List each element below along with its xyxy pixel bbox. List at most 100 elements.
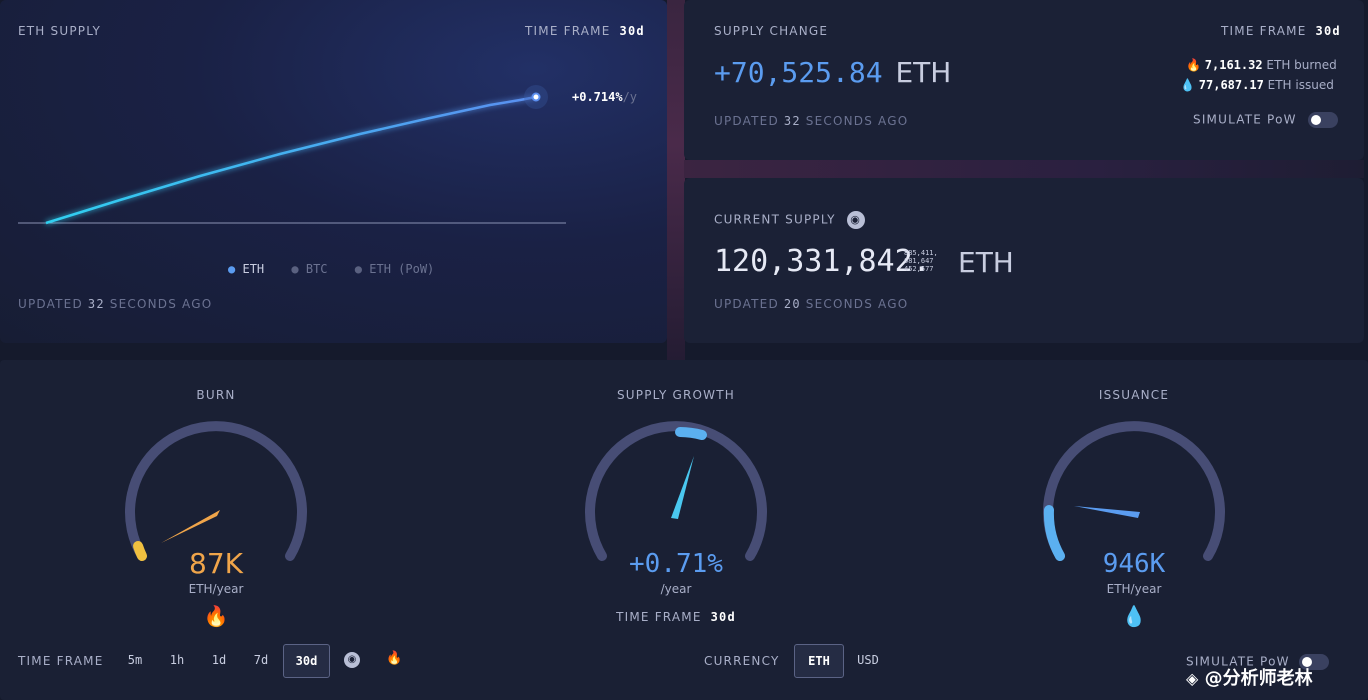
- supply-change-amount: +70,525.84 ETH: [714, 56, 951, 89]
- simulate-pow-toggle[interactable]: [1298, 654, 1329, 670]
- updated-value: 32: [87, 297, 105, 311]
- growth-gauge-needle: [671, 456, 694, 519]
- growth-gauge-fill: [675, 427, 707, 440]
- burn-gauge-needle: [161, 510, 220, 543]
- supply-change-panel: SUPPLY CHANGE TIME FRAME 30d +70,525.84 …: [684, 0, 1364, 160]
- timeframe-value: 30d: [619, 24, 645, 38]
- updated-prefix: UPDATED: [18, 297, 83, 311]
- updated-suffix: SECONDS AGO: [805, 114, 909, 128]
- legend-item-eth-pow[interactable]: ● ETH (PoW): [354, 262, 435, 276]
- amount-value: +70,525.84: [714, 56, 883, 89]
- rate-annotation: +0.714%/y: [572, 90, 637, 104]
- fire-icon[interactable]: 🔥: [386, 651, 403, 666]
- amount-decimals: 885,411, 081,647 452,577: [904, 249, 938, 273]
- rate-value: +0.714%: [572, 90, 623, 104]
- timeframe-indicator: TIME FRAME 30d: [1221, 24, 1341, 38]
- rate-unit: /y: [622, 90, 638, 104]
- legend-label-btc: BTC: [305, 262, 328, 276]
- burn-gauge: [125, 421, 307, 561]
- growth-timeframe: TIME FRAME 30d: [460, 610, 892, 624]
- updated-status: UPDATED 32 SECONDS AGO: [714, 114, 908, 128]
- eth-series-line: [45, 95, 537, 225]
- timeframe-selector-label: TIME FRAME: [18, 654, 104, 668]
- current-supply-panel: CURRENT SUPPLY ◉ 120,331,842. 885,411, 0…: [684, 178, 1364, 343]
- timeframe-value: 30d: [1315, 24, 1341, 38]
- decimals-line-2: 081,647: [904, 257, 934, 265]
- issued-label: ETH issued: [1267, 78, 1334, 92]
- timeframe-5m-button[interactable]: 5m: [127, 653, 143, 667]
- issuance-gauge-track: [1043, 421, 1225, 561]
- nerd-face-icon: ◉: [846, 211, 865, 229]
- panel-title: ETH SUPPLY: [18, 24, 102, 38]
- end-point-marker: [531, 92, 541, 102]
- background-glow-horizontal: [684, 160, 1364, 178]
- updated-prefix: UPDATED: [714, 114, 779, 128]
- timeframe-label: TIME FRAME: [616, 610, 702, 624]
- timeframe-30d-button[interactable]: 30d: [283, 644, 330, 678]
- fire-icon: 🔥: [203, 604, 229, 628]
- updated-value: 20: [783, 297, 801, 311]
- burned-row: 🔥 7,161.32 ETH burned: [1186, 58, 1337, 72]
- issuance-gauge-fill: [1043, 505, 1065, 561]
- timeframe-1d-button[interactable]: 1d: [211, 653, 227, 667]
- gauges-panel: [0, 360, 1368, 700]
- updated-status: UPDATED 32 SECONDS AGO: [18, 297, 212, 311]
- watermark: ◈ @分析师老林: [1186, 664, 1313, 690]
- chart-legend: ● ETH ● BTC ● ETH (PoW): [228, 262, 434, 276]
- timeframe-1h-button[interactable]: 1h: [169, 653, 185, 667]
- growth-gauge-track: [585, 421, 767, 561]
- amount-integer: 120,331,842.: [714, 244, 931, 279]
- issued-value: 77,687.17: [1198, 78, 1264, 92]
- fire-icon: 🔥: [1186, 58, 1201, 72]
- legend-item-eth[interactable]: ● ETH: [228, 262, 265, 276]
- panel-title: SUPPLY CHANGE: [714, 24, 829, 38]
- simulate-pow-control: SIMULATE PoW: [1193, 112, 1338, 128]
- simulate-label: SIMULATE PoW: [1193, 112, 1297, 127]
- burn-gauge-fill: [133, 541, 147, 561]
- burn-gauge-title: BURN: [196, 388, 236, 402]
- updated-value: 32: [783, 114, 801, 128]
- current-supply-amount: 120,331,842.: [714, 244, 931, 279]
- legend-label-eth-pow: ETH (PoW): [369, 262, 435, 276]
- timeframe-7d-button[interactable]: 7d: [253, 653, 269, 667]
- droplet-icon: 💧: [1121, 604, 1147, 628]
- decimals-line-3: 452,577: [904, 265, 934, 273]
- burned-label: ETH burned: [1266, 58, 1337, 72]
- burned-value: 7,161.32: [1204, 58, 1263, 72]
- timeframe-label: TIME FRAME: [525, 24, 611, 38]
- simulate-pow-toggle[interactable]: [1307, 112, 1338, 128]
- issuance-unit: ETH/year: [1106, 582, 1162, 596]
- growth-value: +0.71%: [629, 549, 723, 579]
- updated-prefix: UPDATED: [714, 297, 779, 311]
- simulate-pow-control: SIMULATE PoW: [1186, 654, 1329, 670]
- eth-supply-panel: ETH SUPPLY TIME FRAME 30d +0.714%/y ● ET…: [0, 0, 667, 343]
- currency-eth-button[interactable]: ETH: [794, 644, 844, 678]
- amount-unit: ETH: [895, 56, 952, 89]
- issuance-gauge-needle: [1074, 506, 1140, 518]
- updated-status: UPDATED 20 SECONDS AGO: [714, 297, 908, 311]
- burn-value: 87K: [189, 547, 243, 580]
- issuance-value: 946K: [1102, 549, 1166, 579]
- burn-unit: ETH/year: [188, 582, 244, 596]
- updated-suffix: SECONDS AGO: [109, 297, 213, 311]
- legend-item-btc[interactable]: ● BTC: [291, 262, 328, 276]
- diamond-logo-icon: ◈: [1186, 669, 1199, 688]
- droplet-icon: 💧: [1180, 78, 1195, 92]
- timeframe-indicator: TIME FRAME 30d: [525, 24, 645, 38]
- legend-label-eth: ETH: [242, 262, 265, 276]
- burn-gauge-track: [125, 421, 307, 561]
- watermark-text: @分析师老林: [1204, 668, 1313, 689]
- currency-selector-label: CURRENCY: [704, 654, 780, 668]
- timeframe-label: TIME FRAME: [1221, 24, 1307, 38]
- simulate-label: SIMULATE PoW: [1186, 654, 1290, 669]
- background-glow: [667, 0, 685, 360]
- timeframe-value: 30d: [710, 610, 736, 624]
- issued-row: 💧 77,687.17 ETH issued: [1180, 78, 1334, 92]
- decimals-line-1: 885,411,: [904, 249, 938, 257]
- currency-usd-button[interactable]: USD: [857, 653, 879, 667]
- growth-unit: /year: [660, 582, 692, 596]
- growth-gauge-title: SUPPLY GROWTH: [616, 388, 735, 402]
- panda-face-icon[interactable]: ◉: [344, 652, 360, 668]
- title-label: CURRENT SUPPLY: [714, 212, 836, 227]
- issuance-gauge: [1043, 421, 1225, 561]
